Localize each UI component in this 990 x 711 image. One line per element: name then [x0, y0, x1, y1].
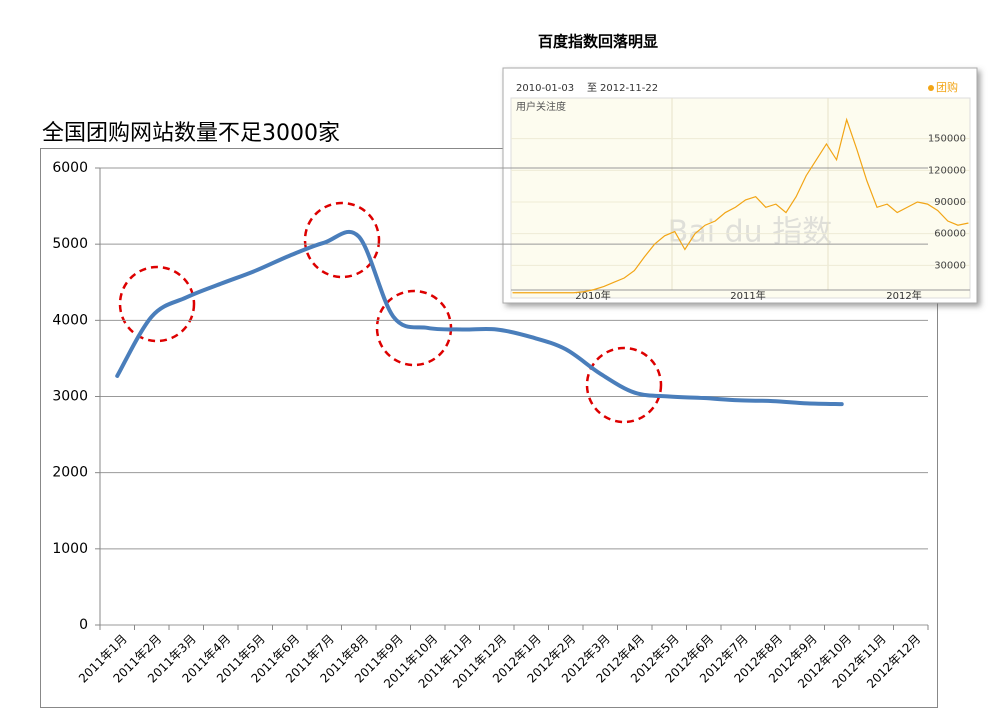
circle	[118, 265, 196, 343]
inset-date-start: 2010-01-03	[516, 83, 574, 94]
y-tick-label: 1000	[52, 541, 88, 557]
inset-y-tick-label: 90000	[934, 197, 966, 208]
circle	[303, 201, 381, 279]
inset-y-tick-label: 150000	[928, 134, 966, 145]
inset-title: 百度指数回落明显	[538, 33, 658, 51]
chart-title: 全国团购网站数量不足3000家	[42, 121, 340, 146]
y-tick-label: 4000	[52, 312, 88, 328]
inset-x-label: 2010年	[575, 289, 610, 302]
inset-x-label: 2012年	[886, 289, 921, 302]
legend-dot	[928, 85, 934, 91]
y-tick-label: 0	[79, 617, 88, 633]
legend-label: 团购	[936, 80, 958, 94]
y-tick-label: 2000	[52, 465, 88, 481]
inset-x-label: 2011年	[730, 289, 765, 302]
inset-ylabel: 用户关注度	[516, 100, 566, 113]
y-tick-label: 3000	[52, 389, 88, 405]
inset-y-tick-label: 60000	[934, 229, 966, 240]
inset-plot	[510, 97, 971, 299]
inset-date-end: 2012-11-22	[600, 83, 658, 94]
y-tick-label: 6000	[52, 160, 88, 176]
inset-date-sep: 至	[587, 82, 597, 94]
inset-y-tick-label: 30000	[934, 260, 966, 271]
circle	[585, 346, 663, 424]
line	[512, 117, 969, 294]
y-tick-label: 5000	[52, 236, 88, 252]
line	[115, 229, 844, 407]
inset-y-tick-label: 120000	[928, 165, 966, 176]
